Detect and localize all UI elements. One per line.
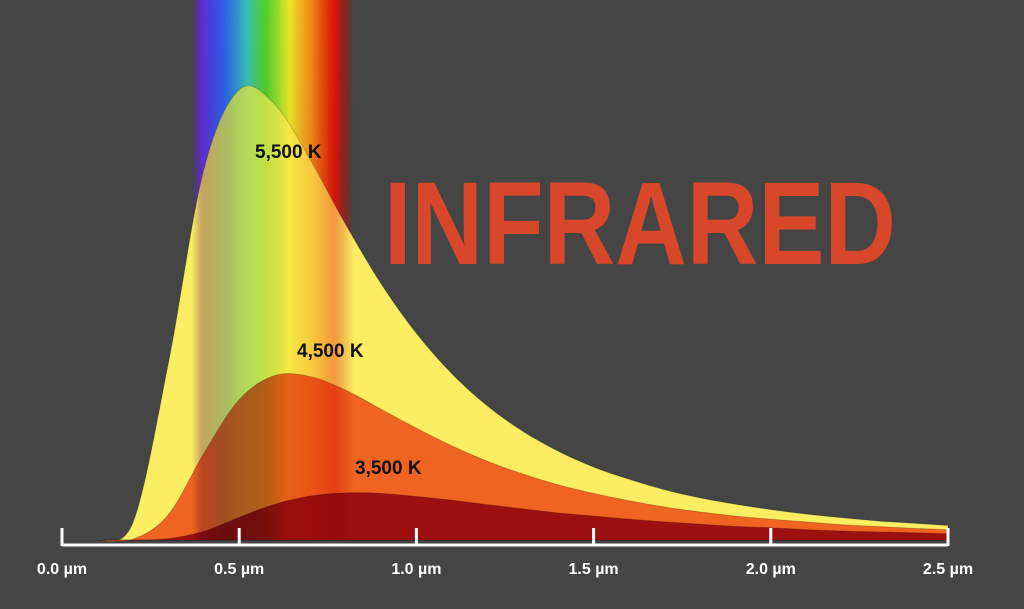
x-tick-label: 1.0 µm xyxy=(391,561,441,578)
x-tick-label: 0.0 µm xyxy=(37,561,87,578)
x-tick-label: 1.5 µm xyxy=(569,561,619,578)
x-tick-label: 0.5 µm xyxy=(214,561,264,578)
x-tick-label: 2.0 µm xyxy=(746,561,796,578)
series-label: 3,500 K xyxy=(355,458,422,479)
spectrum-overlay xyxy=(192,0,354,540)
x-tick-label: 2.5 µm xyxy=(923,561,973,578)
series-labels: 5,500 K 4,500 K 3,500 K xyxy=(255,142,422,479)
annotation: INFRARED xyxy=(384,158,896,290)
x-axis: 0.0 µm 0.5 µm 1.0 µm 1.5 µm 2.0 µm 2.5 µm xyxy=(37,528,973,578)
series-label: 4,500 K xyxy=(297,341,364,362)
series-label: 5,500 K xyxy=(255,142,322,163)
